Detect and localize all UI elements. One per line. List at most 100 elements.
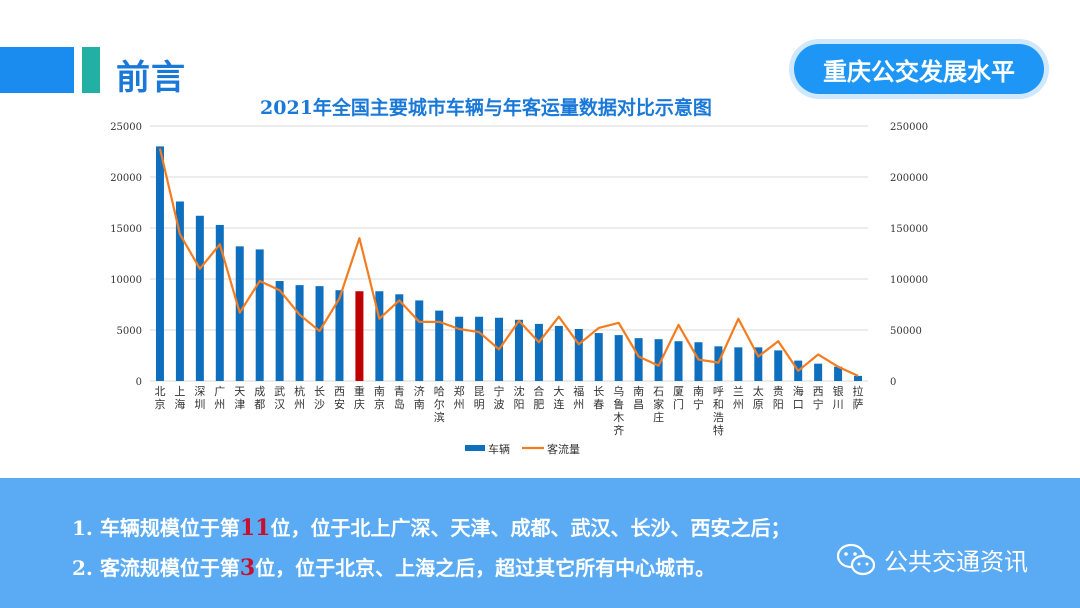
bar — [554, 325, 563, 381]
x-tick-label: 齐 — [613, 423, 624, 437]
x-tick-label: 太 — [753, 385, 764, 398]
x-tick-label: 深 — [194, 385, 205, 398]
note-1-rank: 11 — [239, 515, 271, 541]
x-tick-label: 呼 — [713, 385, 724, 398]
x-tick-label: 哈 — [434, 385, 445, 398]
wechat-icon — [836, 543, 876, 575]
bar — [594, 333, 603, 381]
x-tick-label: 北 — [154, 385, 165, 398]
summary-note-1: 1. 车辆规模位于第11位，位于北上广深、天津、成都、武汉、长沙、西安之后； — [72, 512, 790, 541]
bar — [694, 342, 703, 381]
x-tick-label: 安 — [334, 397, 345, 411]
accent-bar-teal — [82, 47, 100, 93]
x-tick-label: 阳 — [773, 398, 784, 411]
x-tick-label: 汉 — [274, 398, 285, 411]
x-tick-label: 浩 — [713, 411, 724, 424]
bar — [814, 363, 823, 381]
x-tick-label: 萨 — [853, 398, 864, 411]
bar — [315, 286, 324, 381]
bar — [475, 316, 484, 381]
x-tick-label: 银 — [833, 384, 844, 398]
section-title: 前言 — [116, 58, 186, 98]
x-tick-label: 波 — [494, 398, 505, 411]
x-tick-label: 西 — [813, 385, 824, 398]
x-tick-label: 家 — [653, 397, 664, 411]
x-tick-label: 贵 — [773, 385, 784, 398]
x-tick-label: 明 — [474, 398, 485, 411]
x-tick-label: 沈 — [513, 384, 524, 398]
x-tick-label: 昌 — [633, 398, 644, 411]
bar — [614, 335, 623, 381]
x-tick-label: 石 — [653, 385, 664, 398]
y-right-tick-label: 50000 — [890, 326, 922, 337]
x-tick-label: 昆 — [474, 385, 485, 398]
x-tick-label: 合 — [533, 384, 544, 398]
y-left-tick-label: 5000 — [117, 326, 142, 337]
y-right-tick-label: 150000 — [890, 224, 928, 235]
x-tick-label: 乌 — [613, 384, 624, 398]
x-tick-label: 庄 — [653, 410, 664, 424]
bar — [574, 328, 583, 381]
x-tick-label: 天 — [234, 385, 245, 398]
x-tick-label: 成 — [254, 385, 265, 398]
x-tick-label: 阳 — [513, 398, 524, 411]
comparison-chart: 2021年全国主要城市车辆与年客运量数据对比示意图 0 5000 10000 15000… — [110, 96, 928, 456]
x-tick-label: 上 — [174, 385, 185, 398]
x-tick-label: 杭 — [294, 384, 305, 398]
x-tick-label: 大 — [553, 384, 564, 398]
x-tick-label: 福 — [573, 384, 584, 398]
bar — [455, 316, 464, 381]
x-tick-label: 南 — [414, 398, 425, 411]
note-1-prefix: 1. 车辆规模位于第 — [72, 516, 240, 540]
y-right-tick-label: 200000 — [890, 173, 928, 184]
x-tick-label: 州 — [214, 398, 225, 411]
y-left-tick-label: 10000 — [110, 275, 142, 286]
accent-bar-blue — [0, 47, 74, 93]
x-tick-label: 济 — [414, 384, 425, 398]
note-2-prefix: 2. 客流规模位于第 — [72, 556, 240, 580]
x-tick-label: 广 — [214, 385, 225, 398]
x-tick-label: 和 — [713, 398, 724, 411]
bar — [355, 291, 364, 381]
bar — [255, 249, 264, 381]
bar — [634, 338, 643, 381]
x-tick-label: 岛 — [394, 397, 405, 411]
x-tick-label: 宁 — [693, 397, 704, 411]
bar — [395, 294, 404, 381]
x-tick-label: 连 — [553, 398, 564, 411]
x-tick-label: 长 — [593, 385, 604, 398]
legend-label-line: 客流量 — [547, 442, 580, 456]
bar — [375, 291, 384, 381]
x-tick-label: 拉 — [853, 384, 864, 398]
x-tick-label: 青 — [394, 385, 405, 398]
x-tick-label: 圳 — [194, 398, 205, 411]
x-tick-label: 木 — [613, 411, 624, 424]
x-tick-label: 厦 — [673, 385, 684, 398]
x-tick-label: 鲁 — [613, 397, 624, 411]
y-right-tick-label: 0 — [890, 377, 896, 388]
x-tick-label: 原 — [753, 398, 764, 411]
bar — [195, 215, 204, 381]
x-tick-label: 南 — [693, 385, 704, 398]
y-right-tick-label: 250000 — [890, 122, 928, 133]
bar — [654, 339, 663, 381]
x-tick-label: 特 — [713, 423, 724, 437]
x-tick-label: 重 — [354, 384, 365, 398]
bar — [514, 319, 523, 381]
bar — [774, 350, 783, 381]
x-tick-label: 长 — [314, 385, 325, 398]
x-tick-label: 武 — [274, 385, 285, 398]
bar — [834, 366, 843, 381]
bar — [534, 323, 543, 381]
x-tick-label: 西 — [334, 385, 345, 398]
x-tick-label: 州 — [573, 398, 584, 411]
bar — [295, 285, 304, 381]
x-tick-label: 川 — [833, 398, 844, 411]
legend-label-bar: 车辆 — [488, 442, 510, 456]
x-tick-label: 宁 — [494, 384, 505, 398]
x-tick-label: 滨 — [434, 410, 445, 424]
x-tick-label: 肥 — [533, 398, 544, 411]
x-tick-label: 津 — [234, 398, 245, 411]
series-line — [158, 148, 859, 377]
note-2-suffix: 位，位于北京、上海之后，超过其它所有中心城市。 — [255, 556, 716, 580]
